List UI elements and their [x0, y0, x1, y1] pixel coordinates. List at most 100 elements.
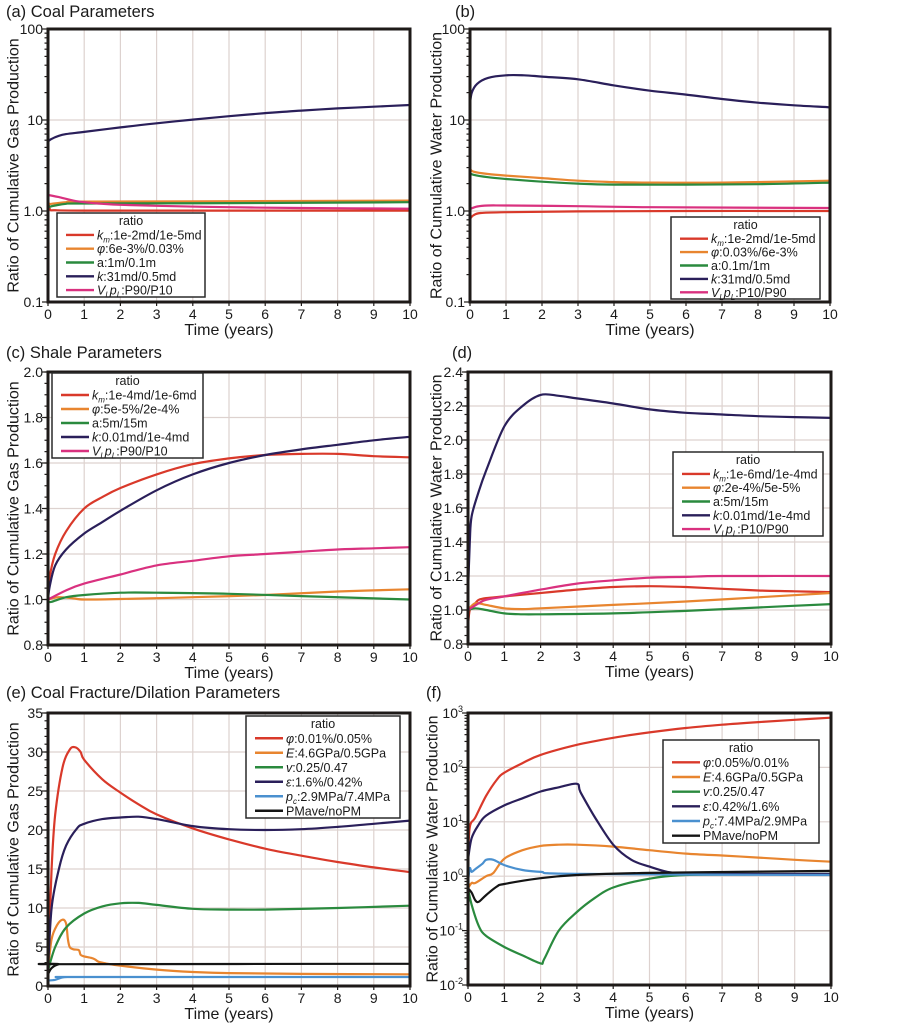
x-tick-label: 10 [402, 306, 418, 322]
x-tick-label: 6 [261, 649, 269, 665]
y-tick-label: 0.1 [24, 294, 44, 310]
x-tick-label: 4 [189, 649, 197, 665]
legend-label-VLpL: VLpL:P90/P10 [92, 445, 168, 461]
legend-title: ratio [736, 453, 760, 467]
legend-title: ratio [115, 374, 139, 388]
legend-box [672, 451, 824, 537]
legend-label-k: k:0.01md/1e-4md [92, 431, 189, 445]
x-tick-label: 2 [117, 306, 125, 322]
x-tick-label: 6 [682, 989, 690, 1005]
legend-label-nu: v:0.25/0.47 [286, 761, 348, 775]
x-tick-label: 9 [791, 989, 799, 1005]
y-tick-label: 100 [442, 21, 466, 37]
x-tick-label: 5 [646, 648, 654, 664]
x-tick-label: 1 [502, 306, 510, 322]
x-tick-label: 4 [189, 306, 197, 322]
panel-b: 0 1 2 3 4 5 6 7 8 9 10 0.1 1.0 10 100(b) Ratio of Cumul… [429, 3, 838, 339]
legend-label-phi: φ:2e-4%/5e-5% [713, 481, 800, 495]
legend-label-part: V [92, 445, 102, 459]
y-axis-label: Ratio of Cumulative Gas Production [6, 722, 23, 976]
x-tick-label: 5 [225, 990, 233, 1006]
legend: ratiokm:1e-6md/1e-4mdφ:2e-4%/5e-5%a:5m/1… [672, 451, 824, 539]
legend-box [51, 372, 204, 459]
y-tick-label-base: 10 [442, 705, 458, 721]
legend-label-part: :0.42%/1.6% [709, 800, 780, 814]
x-tick-label: 0 [466, 306, 474, 322]
legend-label-k: k:31md/0.5md [711, 272, 790, 286]
y-tick-label: 1.6 [24, 455, 44, 471]
y-tick-label: 15 [27, 861, 43, 877]
x-tick-label: 8 [755, 648, 763, 664]
panel-title: (b) [455, 3, 475, 21]
legend-label-part: :6e-3%/0.03% [105, 242, 184, 256]
y-tick-label: 1.0 [444, 602, 464, 618]
series-line-VLpL [468, 204, 832, 211]
y-axis-label: Ratio of Cumulative Water Production [429, 374, 446, 641]
y-tick-label: 10 [27, 900, 43, 916]
legend-label-km: km:1e-4md/1e-6md [92, 389, 197, 405]
y-tick-label: 1.0 [24, 203, 44, 219]
series-group [466, 393, 833, 629]
series-line-nu [466, 872, 833, 965]
x-tick-label: 6 [261, 990, 269, 1006]
grid [468, 713, 831, 985]
legend-label-part: :0.25/0.47 [709, 785, 765, 799]
legend-label-part: ε [286, 775, 292, 789]
y-tick-label: 20 [27, 822, 43, 838]
series-line-k [468, 73, 832, 109]
x-tick-label: 6 [682, 306, 690, 322]
legend-label-part: :1e-6md/1e-4md [726, 467, 818, 481]
legend-label-E: E:4.6GPa/0.5GPa [286, 746, 386, 760]
legend-label-part: L [100, 452, 104, 461]
y-tick-label: 102 [442, 758, 463, 775]
legend-label-part: :0.25/0.47 [292, 761, 348, 775]
y-tick-label: 1.0 [446, 203, 466, 219]
legend-label-part: L [721, 530, 725, 539]
x-tick-label: 7 [298, 649, 306, 665]
legend-label-part: p [723, 286, 731, 300]
series-line-phi [46, 745, 412, 972]
series-line-PMave [37, 962, 412, 976]
legend: ratioφ:0.01%/0.05%E:4.6GPa/0.5GPav:0.25/… [245, 715, 401, 819]
legend-label-part: L [105, 291, 109, 300]
series-line-km [466, 585, 833, 629]
y-tick-label: 1.4 [444, 534, 464, 550]
legend-label-part: :P10/P90 [737, 523, 788, 537]
legend-title: ratio [729, 741, 753, 755]
legend-label-part: E [703, 771, 712, 785]
series-line-km [46, 452, 412, 601]
legend-title: ratio [733, 218, 757, 232]
x-tick-label: 1 [500, 989, 508, 1005]
legend-label-part: m [103, 235, 110, 244]
x-axis-label: Time (years) [184, 322, 273, 339]
y-tick-label: 2.0 [24, 364, 44, 380]
panel-d: 0 1 2 3 4 5 6 7 8 9 10 0.8 1.0 1.2 1.4 1.6 1.8 2.0 2.2 2.4 (… [429, 344, 839, 681]
legend-label-part: a:1m/0.1m [97, 256, 156, 270]
legend-label-part: m [719, 474, 726, 483]
legend-label-part: V [711, 286, 721, 300]
x-tick-label: 0 [44, 990, 52, 1006]
x-tick-label: 5 [646, 989, 654, 1005]
y-tick-label-base: 10 [442, 759, 458, 775]
legend-label-part: p [725, 523, 733, 537]
legend-label-a: a:1m/0.1m [97, 256, 156, 270]
legend-label-part: :5e-5%/2e-4% [100, 403, 179, 417]
series-line-E [46, 918, 412, 976]
axis-ticks [462, 712, 832, 989]
y-tick-label: 1.6 [444, 500, 464, 516]
x-tick-label: 7 [718, 989, 726, 1005]
series-line-a [468, 172, 832, 186]
axis-ticks [464, 28, 831, 306]
y-tick-label-exponent: -2 [455, 976, 463, 986]
legend-label-a: a:0.1m/1m [711, 259, 770, 273]
x-axis-label: Time (years) [605, 1005, 694, 1022]
legend-label-part: :0.01md/1e-4md [98, 431, 189, 445]
y-tick-label: 1.0 [24, 592, 44, 608]
series-group [466, 716, 833, 965]
legend-label-part: φ [92, 403, 100, 417]
panel-e: 0 1 2 3 4 5 6 7 8 9 10 0 5 10 15 20 25 30 35 (e) Coal Fract… [6, 684, 418, 1023]
x-tick-label: 0 [464, 989, 472, 1005]
legend-label-pc: pc:7.4MPa/2.9MPa [702, 815, 807, 831]
series-line-a [46, 201, 412, 209]
y-tick-label: 0.8 [24, 637, 44, 653]
